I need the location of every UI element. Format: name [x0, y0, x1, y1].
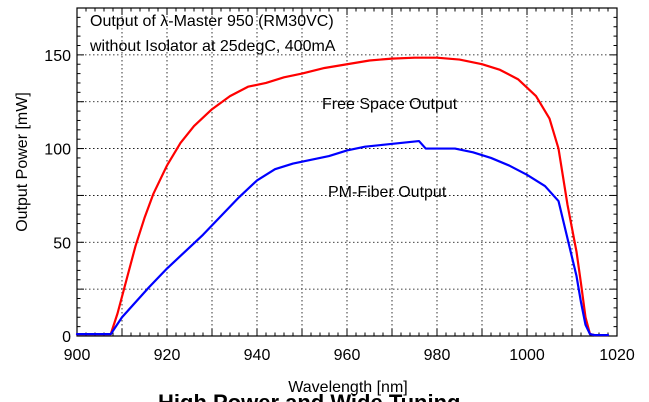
title-line-1: Output of λ-Master 950 (RM30VC) — [90, 13, 334, 30]
x-tick-label: 960 — [334, 347, 361, 364]
y-tick-label: 100 — [44, 142, 71, 159]
series-lines — [75, 56, 610, 337]
x-tick-label: 980 — [424, 347, 451, 364]
y-tick-label: 50 — [53, 235, 71, 252]
y-tick-label: 150 — [44, 48, 71, 65]
series-line-pm-fiber-output — [75, 139, 610, 337]
title-line-2: without Isolator at 25degC, 400mA — [89, 38, 336, 55]
grid — [77, 8, 617, 336]
plot-frame — [76, 7, 618, 337]
y-tick-label: 0 — [62, 329, 71, 346]
footer-text: High Power and Wide Tuning — [158, 390, 461, 402]
x-axis-label: Wavelength [nm] — [288, 379, 407, 396]
annotation-pm-fiber-output: PM-Fiber Output — [328, 184, 447, 201]
x-tick-label: 1020 — [599, 347, 635, 364]
annotation-free-space-output: Free Space Output — [322, 96, 458, 113]
x-tick-label: 1000 — [509, 347, 545, 364]
y-axis-label: Output Power [mW] — [14, 92, 31, 232]
tick-labels: 900 920 940 960 980 1000 1020 0 50 100 150 — [44, 48, 635, 364]
x-tick-label: 920 — [154, 347, 181, 364]
x-tick-label: 940 — [244, 347, 271, 364]
series-line-free-space-output — [75, 56, 610, 337]
x-tick-label: 900 — [64, 347, 91, 364]
